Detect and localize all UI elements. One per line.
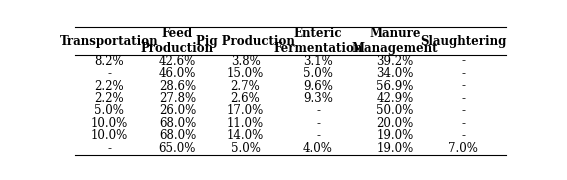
Text: -: - bbox=[316, 105, 320, 118]
Text: 15.0%: 15.0% bbox=[227, 67, 264, 80]
Text: 2.2%: 2.2% bbox=[95, 92, 124, 105]
Text: 50.0%: 50.0% bbox=[376, 105, 414, 118]
Text: 8.2%: 8.2% bbox=[95, 55, 124, 68]
Text: 5.0%: 5.0% bbox=[94, 105, 124, 118]
Text: 39.2%: 39.2% bbox=[376, 55, 413, 68]
Text: 3.8%: 3.8% bbox=[231, 55, 260, 68]
Text: 42.9%: 42.9% bbox=[376, 92, 413, 105]
Text: 10.0%: 10.0% bbox=[91, 117, 128, 130]
Text: 20.0%: 20.0% bbox=[376, 117, 413, 130]
Text: -: - bbox=[316, 129, 320, 142]
Text: Manure
Management: Manure Management bbox=[352, 27, 438, 55]
Text: 5.0%: 5.0% bbox=[303, 67, 333, 80]
Text: 4.0%: 4.0% bbox=[303, 142, 333, 155]
Text: -: - bbox=[461, 117, 465, 130]
Text: 26.0%: 26.0% bbox=[159, 105, 196, 118]
Text: 34.0%: 34.0% bbox=[376, 67, 414, 80]
Text: 46.0%: 46.0% bbox=[159, 67, 196, 80]
Text: 27.8%: 27.8% bbox=[159, 92, 196, 105]
Text: 68.0%: 68.0% bbox=[159, 129, 196, 142]
Text: 42.6%: 42.6% bbox=[159, 55, 196, 68]
Text: -: - bbox=[461, 67, 465, 80]
Text: 3.1%: 3.1% bbox=[303, 55, 333, 68]
Text: 14.0%: 14.0% bbox=[227, 129, 264, 142]
Text: 2.7%: 2.7% bbox=[231, 80, 260, 93]
Text: -: - bbox=[461, 55, 465, 68]
Text: 56.9%: 56.9% bbox=[376, 80, 414, 93]
Text: 9.3%: 9.3% bbox=[303, 92, 333, 105]
Text: Pig Production: Pig Production bbox=[196, 35, 295, 48]
Text: Transportation: Transportation bbox=[60, 35, 159, 48]
Text: 11.0%: 11.0% bbox=[227, 117, 264, 130]
Text: 65.0%: 65.0% bbox=[159, 142, 196, 155]
Text: 7.0%: 7.0% bbox=[448, 142, 478, 155]
Text: 19.0%: 19.0% bbox=[376, 142, 413, 155]
Text: 5.0%: 5.0% bbox=[231, 142, 260, 155]
Text: -: - bbox=[461, 129, 465, 142]
Text: -: - bbox=[461, 105, 465, 118]
Text: 10.0%: 10.0% bbox=[91, 129, 128, 142]
Text: Feed
Production: Feed Production bbox=[141, 27, 214, 55]
Text: 2.2%: 2.2% bbox=[95, 80, 124, 93]
Text: -: - bbox=[461, 92, 465, 105]
Text: -: - bbox=[107, 67, 111, 80]
Text: Enteric
Fermentation: Enteric Fermentation bbox=[273, 27, 363, 55]
Text: -: - bbox=[316, 117, 320, 130]
Text: 2.6%: 2.6% bbox=[231, 92, 260, 105]
Text: -: - bbox=[107, 142, 111, 155]
Text: 28.6%: 28.6% bbox=[159, 80, 196, 93]
Text: -: - bbox=[461, 80, 465, 93]
Text: 9.6%: 9.6% bbox=[303, 80, 333, 93]
Text: 19.0%: 19.0% bbox=[376, 129, 413, 142]
Text: 68.0%: 68.0% bbox=[159, 117, 196, 130]
Text: 17.0%: 17.0% bbox=[227, 105, 264, 118]
Text: Slaughtering: Slaughtering bbox=[420, 35, 506, 48]
